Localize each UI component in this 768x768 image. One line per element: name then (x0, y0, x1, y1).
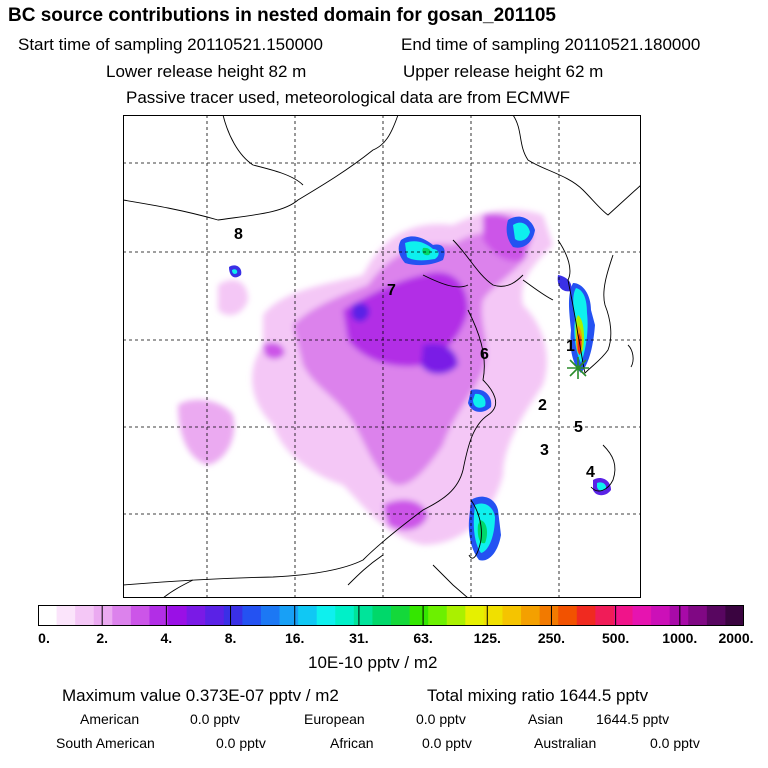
coastlines (123, 115, 641, 598)
colorbar-tick-label: 1000. (662, 630, 698, 646)
colorbar-tick-label: 16. (284, 630, 305, 646)
colorbar-cell (502, 605, 522, 626)
colorbar-tick-label: 0. (38, 630, 50, 646)
colorbar-cell (688, 605, 708, 626)
colorbar (38, 605, 744, 626)
colorbar-cell (56, 605, 76, 626)
tracer-note: Passive tracer used, meteorological data… (126, 88, 571, 107)
colorbar-cell (149, 605, 169, 626)
page-title: BC source contributions in nested domain… (8, 5, 556, 26)
colorbar-tick-label: 8. (224, 630, 237, 646)
colorbar-tick-label: 63. (413, 630, 433, 646)
colorbar-tick-label: 4. (160, 630, 173, 646)
australian-value: 0.0 pptv (650, 735, 700, 751)
maximum-value: Maximum value 0.373E-07 pptv / m2 (62, 686, 339, 705)
colorbar-cell (409, 605, 429, 626)
colorbar-cell (93, 605, 113, 626)
region-label-6: 6 (480, 346, 489, 363)
european-label: European (304, 711, 365, 727)
colorbar-tick-label: 2000. (718, 630, 754, 646)
colorbar-cell (38, 605, 58, 626)
upper-release-height: Upper release height 62 m (403, 62, 604, 81)
colorbar-cell (651, 605, 671, 626)
colorbar-cell (576, 605, 596, 626)
colorbar-cell (298, 605, 318, 626)
colorbar-cell (316, 605, 336, 626)
end-time: End time of sampling 20110521.180000 (401, 35, 701, 54)
receptor-star-icon (567, 357, 589, 379)
colorbar-tick-label: 2. (96, 630, 109, 646)
colorbar-cell (613, 605, 634, 626)
colorbar-cell (595, 605, 615, 626)
lower-release-height: Lower release height 82 m (106, 62, 307, 81)
colorbar-cell (706, 605, 727, 626)
south-american-label: South American (56, 735, 155, 751)
colorbar-units: 10E-10 pptv / m2 (308, 653, 438, 672)
region-label-3: 3 (540, 442, 549, 459)
region-label-4: 4 (586, 464, 595, 481)
plume-field (178, 209, 611, 561)
asian-value: 1644.5 pptv (596, 711, 670, 727)
colorbar-cell (223, 605, 243, 626)
australian-label: Australian (534, 735, 597, 751)
colorbar-cell (521, 605, 541, 626)
colorbar-cell (725, 605, 744, 626)
colorbar-cell (669, 605, 689, 626)
colorbar-cell (130, 605, 151, 626)
region-label-2: 2 (538, 397, 547, 414)
colorbar-cell (446, 605, 466, 626)
colorbar-cell (260, 605, 281, 626)
colorbar-cell (353, 605, 374, 626)
colorbar-cell (558, 605, 578, 626)
african-label: African (330, 735, 374, 751)
asian-label: Asian (528, 711, 564, 727)
region-label-7: 7 (387, 282, 396, 299)
european-value: 0.0 pptv (416, 711, 466, 727)
colorbar-cell (186, 605, 206, 626)
colorbar-cell (205, 605, 225, 626)
start-time: Start time of sampling 20110521.150000 (18, 35, 323, 54)
african-value: 0.0 pptv (422, 735, 472, 751)
colorbar-cell (465, 605, 485, 626)
total-mixing-ratio: Total mixing ratio 1644.5 pptv (427, 686, 649, 705)
colorbar-cell (168, 605, 188, 626)
colorbar-cell (539, 605, 559, 626)
colorbar-cell (242, 605, 262, 626)
region-label-1: 1 (566, 338, 575, 355)
colorbar-cell (372, 605, 392, 626)
colorbar-cell (391, 605, 411, 626)
region-label-5: 5 (574, 419, 583, 436)
colorbar-cell (335, 605, 355, 626)
colorbar-tick-label: 250. (537, 630, 566, 646)
colorbar-cell (75, 605, 95, 626)
american-label: American (80, 711, 140, 727)
colorbar-cell (632, 605, 652, 626)
colorbar-cell (428, 605, 448, 626)
colorbar-tick-label: 125. (473, 630, 501, 646)
region-label-8: 8 (234, 226, 243, 243)
colorbar-cell (279, 605, 299, 626)
colorbar-cell (483, 605, 504, 626)
source-contribution-map: 1 2 3 4 5 6 7 8 (123, 115, 641, 598)
colorbar-cell (112, 605, 132, 626)
american-value: 0.0 pptv (190, 711, 240, 727)
south-american-value: 0.0 pptv (216, 735, 266, 751)
colorbar-tick-label: 31. (349, 630, 369, 646)
graticule (123, 115, 641, 598)
colorbar-tick-label: 500. (602, 630, 630, 646)
